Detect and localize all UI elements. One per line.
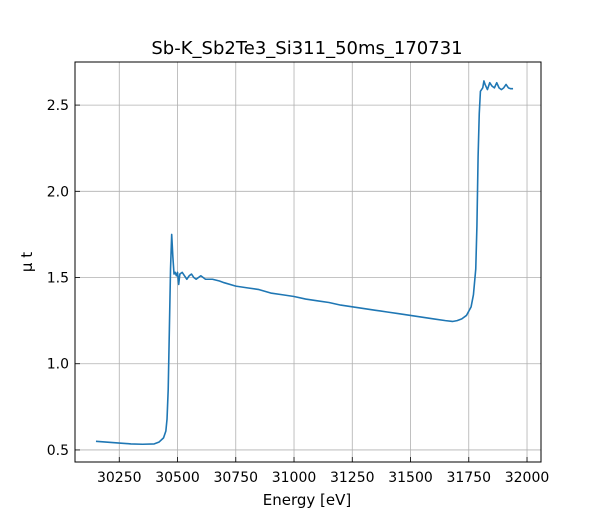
tick-marks [75,104,528,462]
x-tick-label: 31000 [272,470,317,486]
y-tick-labels: 0.5 1.0 1.5 2.0 2.5 [47,98,69,459]
y-tick-label: 2.5 [47,98,69,114]
chart-title: Sb-K_Sb2Te3_Si311_50ms_170731 [151,38,462,59]
x-axis-label: Energy [eV] [263,491,351,509]
y-tick-label: 0.5 [47,443,69,459]
y-tick-label: 2.0 [47,184,69,200]
x-tick-label: 31500 [388,470,433,486]
x-tick-labels: 30250 30500 30750 31000 31250 31500 31750 32000 [97,470,549,486]
x-tick-label: 31750 [446,470,491,486]
x-tick-label: 30250 [97,470,142,486]
x-tick-label: 31250 [330,470,375,486]
plot-area [95,80,514,446]
x-tick-label: 30750 [213,470,258,486]
y-axis-label: μ t [18,252,36,272]
x-tick-label: 32000 [505,470,550,486]
y-tick-label: 1.5 [47,271,69,287]
axes-frame [74,61,542,463]
y-tick-label: 1.0 [47,357,69,373]
series-line [95,80,514,446]
grid-lines [75,62,541,462]
x-tick-label: 30500 [155,470,200,486]
